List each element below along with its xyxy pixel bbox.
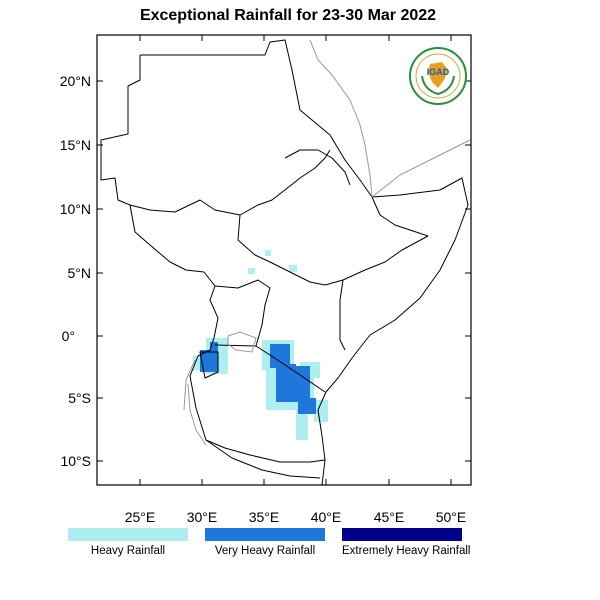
lon-label-30e: 30°E <box>187 509 218 525</box>
lat-label-5s: 5°S <box>68 390 91 406</box>
lon-label-50e: 50°E <box>436 509 467 525</box>
lon-label-45e: 45°E <box>374 509 405 525</box>
lat-label-20n: 20°N <box>60 73 91 89</box>
legend-label-extremely-heavy: Extremely Heavy Rainfall <box>342 545 471 557</box>
lon-label-40e: 40°E <box>311 509 342 525</box>
lon-label-35e: 35°E <box>249 509 280 525</box>
legend-heavy: Heavy Rainfall <box>68 528 188 557</box>
plot-frame <box>96 34 472 486</box>
legend-extremely-heavy: Extremely Heavy Rainfall <box>342 528 471 557</box>
country-borders <box>100 39 469 486</box>
lon-ticks <box>139 35 452 485</box>
legend-label-very-heavy: Very Heavy Rainfall <box>214 545 316 557</box>
lakes-and-neighbors <box>183 39 471 446</box>
lat-label-10n: 10°N <box>60 201 91 217</box>
lat-label-15n: 15°N <box>60 137 91 153</box>
logo-text: IGAD <box>427 67 450 77</box>
legend-swatch-extremely-heavy <box>342 528 462 541</box>
lat-label-5n: 5°N <box>68 265 92 281</box>
legend-label-heavy: Heavy Rainfall <box>90 545 166 557</box>
legend-swatch-very-heavy <box>205 528 325 541</box>
legend-very-heavy: Very Heavy Rainfall <box>205 528 325 557</box>
lon-label-25e: 25°E <box>125 509 156 525</box>
lat-label-0: 0° <box>62 328 75 344</box>
map-title: Exceptional Rainfall for 23-30 Mar 2022 <box>139 7 437 24</box>
very-heavy-rainfall-areas <box>200 342 316 414</box>
lat-label-10s: 10°S <box>60 453 91 469</box>
legend-swatch-heavy <box>68 528 188 541</box>
igad-logo-icon: IGAD <box>409 47 467 105</box>
